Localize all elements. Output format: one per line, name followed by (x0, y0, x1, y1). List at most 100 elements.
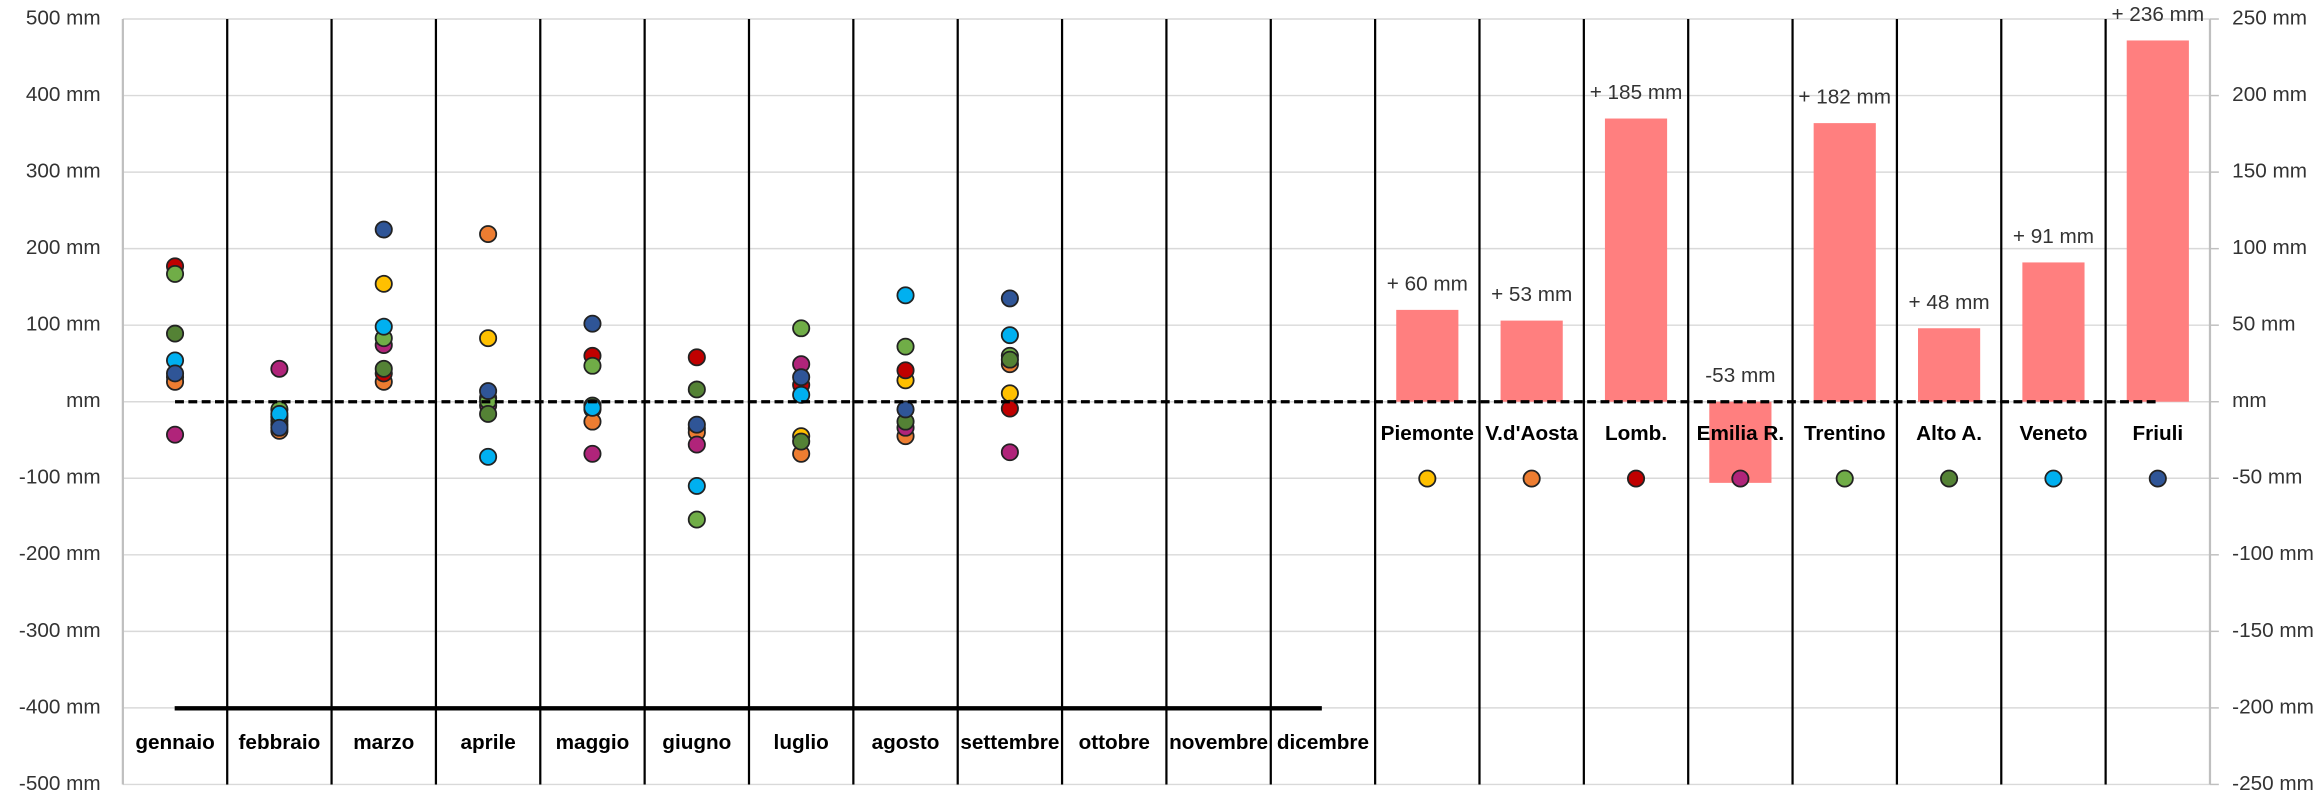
legend-marker (1522, 469, 1541, 488)
y-tick-label: -500 mm (19, 772, 101, 795)
legend-marker (1626, 469, 1646, 488)
x-tick-label: maggio (556, 731, 630, 754)
data-point (479, 447, 498, 466)
bar (1709, 401, 1772, 483)
x-tick-label: agosto (872, 731, 940, 754)
data-point (166, 324, 185, 343)
data-label: + 91 mm (2013, 225, 2094, 248)
data-point (270, 418, 289, 437)
data-label: -53 mm (1705, 364, 1775, 387)
y2-tick-label: 50 mm (2232, 313, 2295, 336)
data-point (479, 405, 498, 423)
y-tick-label: -100 mm (19, 466, 101, 489)
data-point (1000, 289, 1019, 308)
bar (1604, 118, 1668, 402)
data-point (270, 359, 289, 378)
region-label: Trentino (1804, 422, 1886, 445)
bar (2126, 40, 2189, 402)
y2-tick-label: 100 mm (2232, 236, 2307, 259)
legend-marker (2148, 469, 2167, 488)
y2-tick-label: -50 mm (2232, 466, 2302, 489)
data-point (583, 444, 602, 463)
data-point (792, 432, 811, 451)
legend-marker (1731, 469, 1750, 488)
data-point (374, 220, 393, 239)
y2-tick-label: mm (2232, 389, 2267, 412)
y-tick-label: 300 mm (26, 160, 101, 183)
x-tick-label: dicembre (1277, 731, 1369, 754)
data-point (687, 380, 706, 399)
data-point (166, 425, 185, 444)
data-label: + 60 mm (1387, 273, 1468, 296)
region-label: Friuli (2132, 422, 2183, 445)
data-point (583, 356, 602, 375)
y-tick-label: 400 mm (26, 83, 101, 106)
bar (1918, 328, 1981, 402)
data-point (896, 337, 915, 356)
data-point (896, 361, 915, 380)
data-point (687, 435, 706, 454)
data-label: + 236 mm (2111, 3, 2204, 26)
data-label: + 48 mm (1909, 291, 1990, 314)
y-tick-label: -400 mm (19, 695, 101, 718)
data-point (166, 364, 185, 383)
legend-marker (2044, 469, 2063, 488)
data-point (792, 319, 811, 338)
data-point (583, 314, 602, 333)
data-point (1000, 326, 1019, 345)
data-point (687, 476, 706, 495)
data-point (479, 329, 498, 348)
data-point (583, 398, 602, 417)
data-point (166, 264, 185, 283)
data-point (374, 274, 393, 293)
region-label: Veneto (2019, 422, 2087, 445)
y-tick-label: mm (66, 389, 101, 412)
y2-tick-label: -150 mm (2232, 619, 2314, 642)
x-tick-label: febbraio (239, 731, 321, 754)
x-tick-label: marzo (353, 731, 414, 754)
data-point (1000, 384, 1019, 403)
data-label: + 182 mm (1798, 86, 1891, 109)
data-point (479, 382, 498, 400)
x-tick-label: luglio (774, 731, 829, 754)
data-point (792, 368, 811, 387)
bar (1813, 123, 1876, 402)
data-point (479, 225, 498, 244)
data-label: + 53 mm (1491, 283, 1572, 306)
region-label: Piemonte (1381, 422, 1474, 445)
y2-tick-label: -200 mm (2232, 695, 2314, 718)
y2-tick-label: 150 mm (2232, 160, 2307, 183)
data-point (687, 510, 706, 529)
x-tick-label: ottobre (1079, 731, 1150, 754)
y-tick-label: 500 mm (26, 7, 101, 30)
y2-tick-label: 250 mm (2232, 7, 2307, 30)
region-label: Lomb. (1605, 422, 1667, 445)
legend-marker (1418, 469, 1437, 488)
y-tick-label: 100 mm (26, 313, 101, 336)
legend-marker (1940, 469, 1959, 488)
data-point (896, 286, 915, 305)
marks: -500 mm -400 mm -300 mm -200 mm -100 mm mm 100… (19, 3, 2314, 795)
data-point (374, 359, 393, 378)
bar (2022, 262, 2085, 402)
data-point (687, 348, 706, 367)
y-tick-label: 200 mm (26, 236, 101, 259)
y-tick-label: -300 mm (19, 619, 101, 642)
x-tick-label: gennaio (135, 731, 214, 754)
x-tick-label: settembre (960, 731, 1059, 754)
data-point (687, 415, 706, 434)
region-label: Alto A. (1916, 422, 1982, 445)
y-tick-label: -200 mm (19, 542, 101, 565)
x-tick-label: novembre (1169, 731, 1268, 754)
data-point (896, 400, 915, 419)
legend-marker (1835, 469, 1854, 488)
bar (1500, 320, 1563, 402)
data-point (1000, 350, 1019, 369)
x-tick-label: aprile (460, 731, 515, 754)
y2-tick-label: -100 mm (2232, 542, 2314, 565)
region-label: V.d'Aosta (1485, 422, 1578, 445)
bar (1396, 309, 1459, 402)
y2-tick-label: -250 mm (2232, 772, 2314, 795)
y2-tick-label: 200 mm (2232, 83, 2307, 106)
data-point (1000, 443, 1019, 462)
